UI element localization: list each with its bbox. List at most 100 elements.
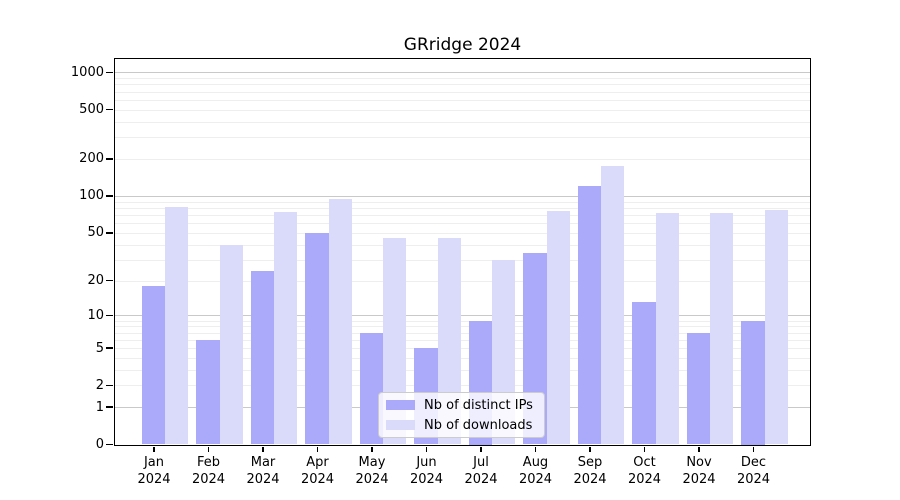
month-name: Jan xyxy=(143,454,165,470)
bar-distinct-ips-apr-2024 xyxy=(305,232,329,445)
bar-distinct-ips-jan-2024 xyxy=(141,285,166,445)
y-tick-500 xyxy=(105,108,113,111)
minor-gridline-6 xyxy=(114,339,810,341)
legend-swatch-downloads xyxy=(386,420,415,430)
minor-gridline-400 xyxy=(114,121,810,123)
month-name: Nov xyxy=(686,454,712,470)
x-tick-label-aug-2024: Aug 2024 xyxy=(508,454,564,488)
month-year: 2024 xyxy=(682,471,716,487)
minor-gridline-7 xyxy=(114,332,810,334)
bar-downloads-sep-2024 xyxy=(601,166,625,445)
x-tick-feb-2024 xyxy=(207,446,210,452)
minor-gridline-20 xyxy=(114,280,810,282)
bar-downloads-aug-2024 xyxy=(546,210,570,445)
x-tick-may-2024 xyxy=(371,446,373,452)
minor-gridline-300 xyxy=(114,137,810,139)
minor-gridline-700 xyxy=(114,91,810,93)
legend-label-distinct-ips: Nb of distinct IPs xyxy=(424,397,533,413)
bar-distinct-ips-mar-2024 xyxy=(250,271,275,445)
x-tick-nov-2024 xyxy=(698,446,700,452)
minor-gridline-4 xyxy=(114,357,810,359)
y-tick-50 xyxy=(105,232,113,234)
bar-downloads-nov-2024 xyxy=(710,213,734,445)
month-year: 2024 xyxy=(573,471,607,487)
legend-item: Nb of distinct IPs xyxy=(386,398,544,413)
minor-gridline-5 xyxy=(114,348,810,349)
x-tick-mar-2024 xyxy=(262,446,264,452)
x-tick-jun-2024 xyxy=(425,446,428,452)
x-tick-apr-2024 xyxy=(316,446,319,452)
month-name: Jul xyxy=(473,454,489,470)
minor-gridline-50 xyxy=(114,232,810,234)
minor-gridline-40 xyxy=(114,244,810,246)
minor-gridline-500 xyxy=(114,109,810,111)
x-tick-sep-2024 xyxy=(589,446,591,452)
bar-distinct-ips-dec-2024 xyxy=(741,320,765,445)
major-gridline-1000 xyxy=(114,72,810,74)
bar-distinct-ips-nov-2024 xyxy=(686,332,711,445)
bar-downloads-dec-2024 xyxy=(764,209,788,445)
bar-downloads-oct-2024 xyxy=(655,212,679,445)
y-tick-label-50: 50 xyxy=(87,225,104,241)
y-tick-label-200: 200 xyxy=(79,151,104,167)
bar-downloads-mar-2024 xyxy=(274,211,298,445)
x-tick-dec-2024 xyxy=(752,446,755,452)
month-name: Oct xyxy=(633,454,656,470)
x-tick-label-oct-2024: Oct 2024 xyxy=(617,454,673,488)
x-tick-jan-2024 xyxy=(153,446,155,452)
month-year: 2024 xyxy=(191,471,226,487)
x-tick-label-mar-2024: Mar 2024 xyxy=(235,454,291,488)
minor-gridline-30 xyxy=(114,259,810,261)
plot-area xyxy=(105,58,811,446)
minor-gridline-3 xyxy=(114,369,810,371)
y-tick-100 xyxy=(105,195,113,197)
month-year: 2024 xyxy=(736,471,771,487)
y-tick-label-1000: 1000 xyxy=(70,64,104,80)
minor-gridline-60 xyxy=(114,223,810,225)
y-tick-label-5: 5 xyxy=(95,340,104,356)
y-tick-label-1: 1 xyxy=(95,399,104,415)
x-tick-label-jan-2024: Jan 2024 xyxy=(126,454,182,488)
month-name: Dec xyxy=(740,454,767,470)
bar-distinct-ips-feb-2024 xyxy=(196,339,220,445)
minor-gridline-600 xyxy=(114,99,810,101)
minor-gridline-80 xyxy=(114,207,810,209)
x-tick-label-may-2024: May 2024 xyxy=(344,454,400,488)
minor-gridline-800 xyxy=(114,84,810,86)
y-tick-label-20: 20 xyxy=(87,273,104,289)
bar-distinct-ips-oct-2024 xyxy=(632,302,656,445)
x-tick-label-apr-2024: Apr 2024 xyxy=(290,454,346,488)
major-gridline-10 xyxy=(114,315,810,317)
legend-label-downloads: Nb of downloads xyxy=(424,417,533,433)
month-name: Feb xyxy=(196,454,221,470)
y-tick-1000 xyxy=(105,71,113,74)
month-year: 2024 xyxy=(355,471,389,487)
x-tick-aug-2024 xyxy=(534,446,537,452)
minor-gridline-2 xyxy=(114,385,810,387)
minor-gridline-900 xyxy=(114,78,810,80)
minor-gridline-9 xyxy=(114,320,810,322)
x-tick-label-jun-2024: Jun 2024 xyxy=(399,454,455,488)
bar-downloads-feb-2024 xyxy=(219,244,243,445)
y-tick-label-2: 2 xyxy=(95,377,104,393)
y-tick-0 xyxy=(105,443,113,446)
x-tick-label-sep-2024: Sep 2024 xyxy=(562,454,618,488)
month-name: Mar xyxy=(250,454,276,470)
y-tick-label-100: 100 xyxy=(79,188,104,204)
y-tick-5 xyxy=(105,347,113,349)
month-year: 2024 xyxy=(627,471,662,487)
bar-distinct-ips-sep-2024 xyxy=(577,186,602,445)
x-tick-oct-2024 xyxy=(643,446,646,452)
y-tick-1 xyxy=(105,406,113,408)
y-tick-label-0: 0 xyxy=(95,437,104,452)
month-year: 2024 xyxy=(409,471,444,487)
y-tick-10 xyxy=(105,314,113,317)
minor-gridline-90 xyxy=(114,201,810,203)
minor-gridline-200 xyxy=(114,158,810,160)
bar-distinct-ips-may-2024 xyxy=(359,332,384,445)
major-gridline-100 xyxy=(114,195,810,197)
month-name: Apr xyxy=(306,454,329,470)
bar-downloads-jan-2024 xyxy=(165,206,189,445)
x-tick-label-nov-2024: Nov 2024 xyxy=(671,454,727,488)
